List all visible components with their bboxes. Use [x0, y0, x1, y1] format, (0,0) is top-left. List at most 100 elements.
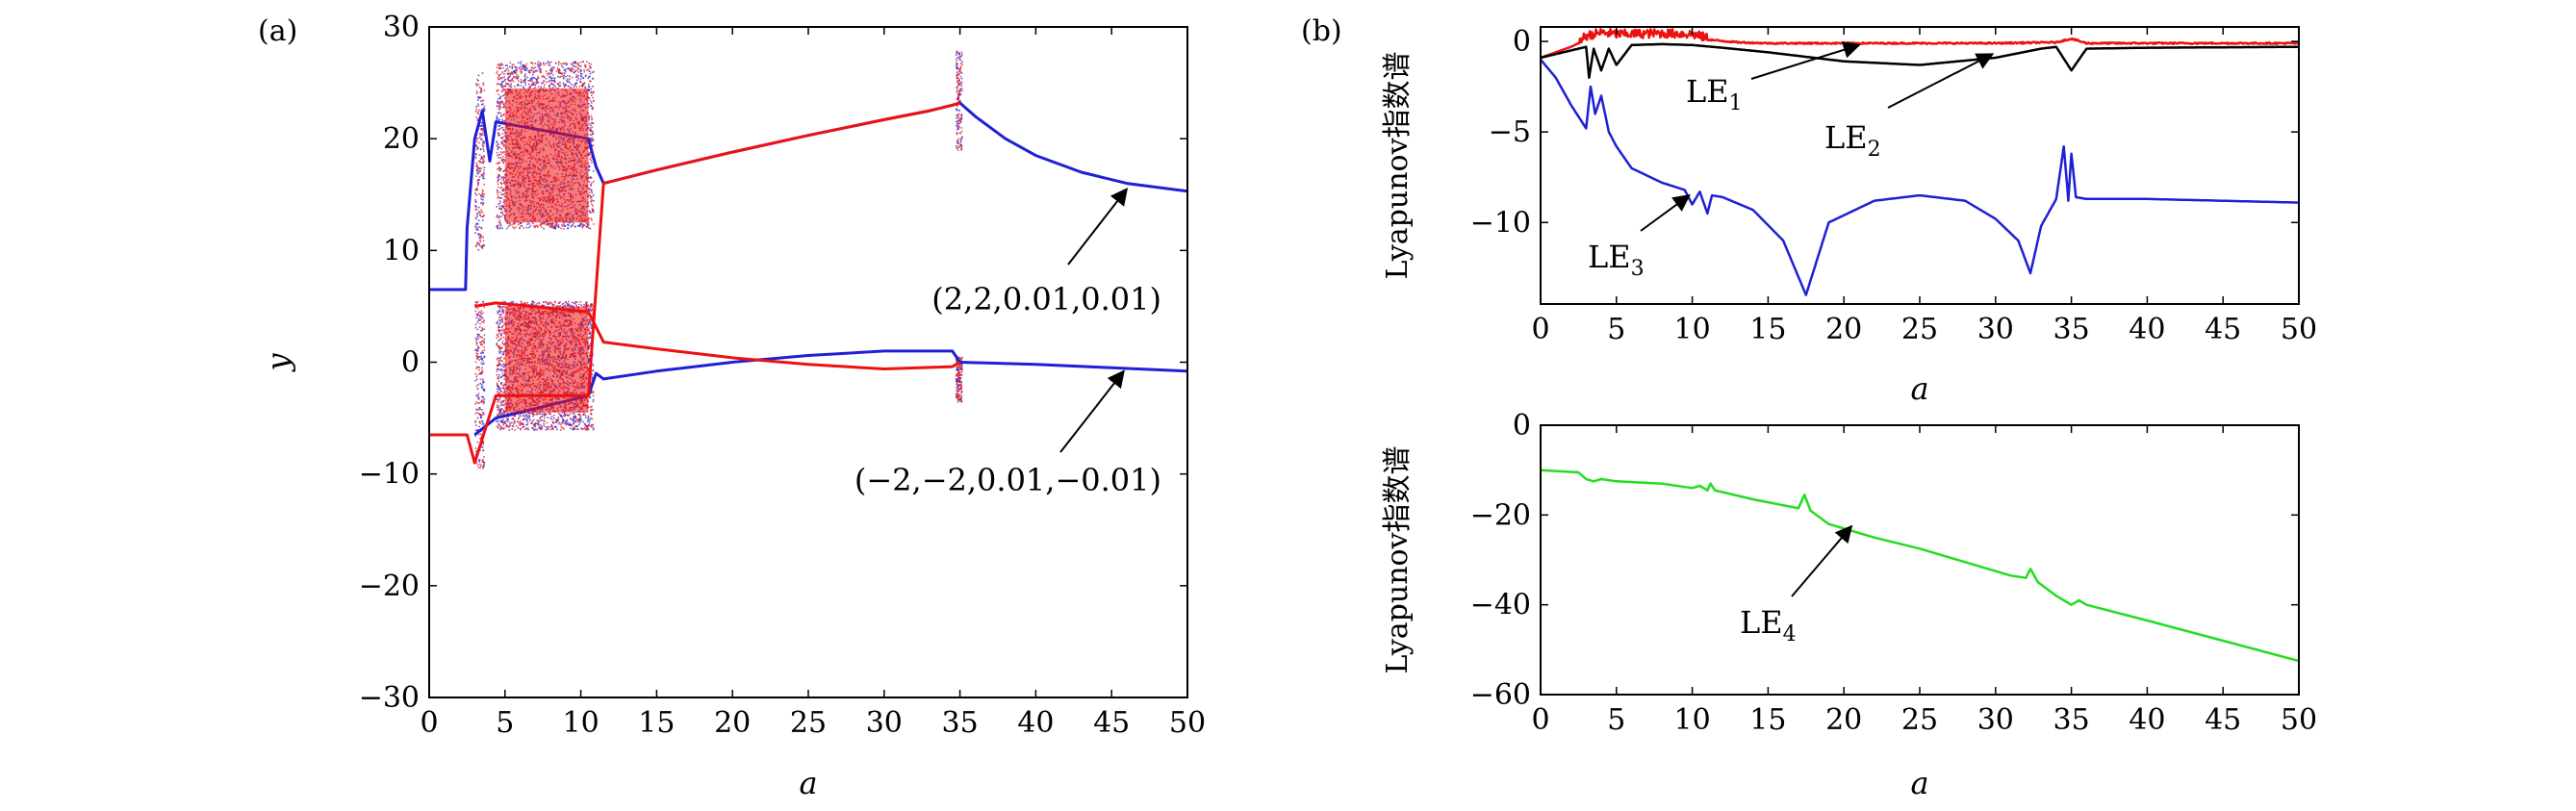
scatter-point: [477, 356, 480, 358]
scatter-point: [520, 63, 522, 65]
scatter-point: [476, 307, 479, 310]
scatter-point: [482, 245, 484, 247]
scatter-point: [576, 79, 578, 82]
scatter-point: [576, 425, 579, 427]
scatter-point: [560, 75, 563, 78]
scatter-point: [574, 61, 576, 63]
scatter-point: [570, 63, 573, 65]
scatter-point: [591, 378, 594, 381]
scatter-point: [478, 234, 480, 236]
scatter-point: [587, 77, 590, 80]
scatter-point: [499, 187, 502, 190]
scatter-point: [552, 87, 554, 89]
scatter-point: [500, 356, 502, 359]
scatter-point: [498, 347, 501, 350]
scatter-point: [560, 414, 562, 417]
scatter-point: [474, 447, 477, 449]
scatter-point: [534, 86, 537, 89]
scatter-point: [574, 225, 576, 228]
scatter-point: [956, 67, 958, 70]
scatter-point: [499, 112, 501, 114]
scatter-point: [502, 103, 505, 106]
scatter-point: [482, 236, 484, 239]
scatter-point: [478, 402, 480, 404]
scatter-point: [501, 403, 504, 406]
scatter-point: [565, 83, 567, 86]
scatter-point: [500, 414, 502, 417]
scatter-point: [528, 222, 530, 225]
scatter-point: [956, 140, 958, 143]
scatter-point: [476, 167, 479, 170]
scatter-point: [502, 142, 504, 144]
scatter-point: [560, 73, 563, 75]
scatter-point: [479, 312, 482, 314]
scatter-point: [482, 422, 485, 425]
scatter-point: [480, 341, 483, 343]
scatter-point: [541, 425, 544, 428]
scatter-point: [503, 391, 506, 393]
scatter-point: [573, 71, 575, 74]
scatter-point: [519, 424, 521, 426]
scatter-point: [482, 380, 484, 383]
scatter-point: [588, 165, 591, 167]
scatter-point: [478, 359, 480, 361]
scatter-point: [593, 199, 595, 202]
scatter-point: [476, 119, 479, 121]
scatter-point: [483, 328, 485, 330]
scatter-point: [481, 409, 483, 411]
scatter-point: [497, 146, 499, 148]
scatter-point: [590, 185, 592, 187]
scatter-point: [502, 190, 505, 191]
scatter-point: [571, 67, 573, 69]
scatter-point: [482, 160, 484, 162]
scatter-point: [556, 419, 558, 422]
scatter-point: [501, 94, 504, 97]
scatter-point: [548, 63, 550, 66]
scatter-point: [496, 154, 498, 157]
scatter-point: [503, 411, 505, 413]
scatter-point: [575, 65, 577, 68]
scatter-point: [555, 224, 557, 227]
scatter-point: [477, 74, 480, 77]
scatter-point: [525, 427, 527, 430]
scatter-point: [476, 350, 479, 352]
scatter-point: [517, 418, 520, 419]
scatter-point: [588, 89, 590, 91]
scatter-point: [561, 303, 564, 305]
scatter-point: [477, 313, 479, 315]
scatter-point: [478, 96, 480, 98]
scatter-point: [568, 300, 570, 303]
scatter-point: [515, 226, 518, 228]
scatter-point: [477, 248, 480, 251]
scatter-point: [566, 80, 568, 82]
scatter-point: [482, 103, 484, 105]
scatter-point: [551, 68, 554, 70]
scatter-point: [482, 461, 485, 463]
scatter-point: [552, 421, 554, 424]
scatter-point: [478, 244, 481, 246]
scatter-point: [525, 414, 527, 416]
scatter-point: [531, 420, 534, 422]
scatter-point: [499, 364, 502, 367]
scatter-point: [591, 162, 593, 164]
scatter-point: [479, 342, 481, 343]
scatter-point: [478, 314, 481, 317]
scatter-point: [588, 147, 591, 149]
scatter-point: [514, 69, 517, 71]
scatter-point: [520, 415, 522, 418]
scatter-point: [566, 418, 569, 421]
scatter-point: [476, 113, 479, 114]
scatter-point: [476, 213, 478, 215]
scatter-point: [497, 216, 498, 218]
scatter-point: [483, 400, 485, 403]
scatter-point: [517, 223, 520, 226]
scatter-point: [483, 413, 485, 416]
scatter-point: [543, 63, 546, 66]
scatter-point: [498, 124, 501, 127]
scatter-point: [956, 109, 957, 112]
scatter-point: [480, 195, 483, 198]
scatter-point: [498, 166, 500, 168]
scatter-point: [569, 424, 571, 426]
scatter-point: [578, 225, 580, 227]
scatter-point: [518, 75, 520, 77]
